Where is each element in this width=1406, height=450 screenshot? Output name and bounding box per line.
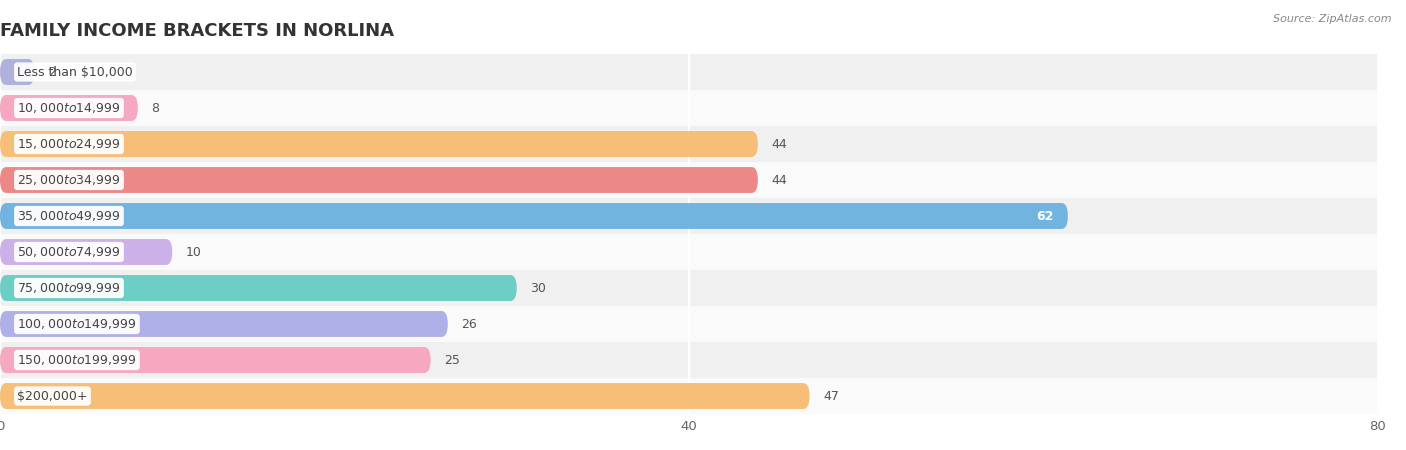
FancyBboxPatch shape [0, 162, 1378, 198]
Text: 30: 30 [530, 282, 547, 294]
FancyBboxPatch shape [0, 383, 810, 409]
FancyBboxPatch shape [0, 59, 34, 85]
Text: 8: 8 [152, 102, 159, 114]
Text: $25,000 to $34,999: $25,000 to $34,999 [17, 173, 121, 187]
FancyBboxPatch shape [0, 342, 1378, 378]
FancyBboxPatch shape [0, 234, 1378, 270]
FancyBboxPatch shape [0, 126, 1378, 162]
FancyBboxPatch shape [0, 90, 1378, 126]
Text: 62: 62 [1036, 210, 1054, 222]
Text: Less than $10,000: Less than $10,000 [17, 66, 134, 78]
Text: 44: 44 [772, 138, 787, 150]
Text: $35,000 to $49,999: $35,000 to $49,999 [17, 209, 121, 223]
FancyBboxPatch shape [0, 270, 1378, 306]
FancyBboxPatch shape [0, 311, 447, 337]
Text: $10,000 to $14,999: $10,000 to $14,999 [17, 101, 121, 115]
FancyBboxPatch shape [0, 275, 517, 301]
Text: Source: ZipAtlas.com: Source: ZipAtlas.com [1274, 14, 1392, 23]
FancyBboxPatch shape [0, 95, 138, 121]
FancyBboxPatch shape [0, 239, 172, 265]
Text: 10: 10 [186, 246, 202, 258]
FancyBboxPatch shape [0, 378, 1378, 414]
FancyBboxPatch shape [0, 131, 758, 157]
Text: 26: 26 [461, 318, 478, 330]
FancyBboxPatch shape [0, 198, 1378, 234]
Text: $75,000 to $99,999: $75,000 to $99,999 [17, 281, 121, 295]
FancyBboxPatch shape [0, 167, 758, 193]
Text: 25: 25 [444, 354, 460, 366]
Text: 44: 44 [772, 174, 787, 186]
Text: $200,000+: $200,000+ [17, 390, 87, 402]
FancyBboxPatch shape [0, 306, 1378, 342]
Text: $100,000 to $149,999: $100,000 to $149,999 [17, 317, 136, 331]
FancyBboxPatch shape [0, 347, 430, 373]
FancyBboxPatch shape [0, 54, 1378, 90]
Text: 2: 2 [48, 66, 56, 78]
Text: $15,000 to $24,999: $15,000 to $24,999 [17, 137, 121, 151]
Text: 47: 47 [824, 390, 839, 402]
Text: $150,000 to $199,999: $150,000 to $199,999 [17, 353, 136, 367]
FancyBboxPatch shape [0, 203, 1069, 229]
Text: $50,000 to $74,999: $50,000 to $74,999 [17, 245, 121, 259]
Text: FAMILY INCOME BRACKETS IN NORLINA: FAMILY INCOME BRACKETS IN NORLINA [0, 22, 394, 40]
